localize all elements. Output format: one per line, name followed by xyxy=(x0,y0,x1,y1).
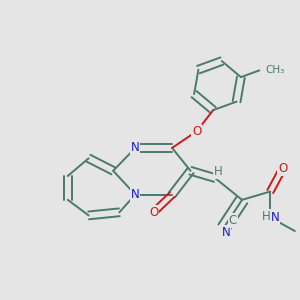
Text: O: O xyxy=(192,125,201,138)
Text: H: H xyxy=(214,165,222,178)
Text: CH₃: CH₃ xyxy=(266,65,285,75)
Text: O: O xyxy=(278,162,287,175)
Text: N: N xyxy=(270,211,279,224)
Text: H: H xyxy=(262,210,271,223)
Text: N: N xyxy=(222,226,230,239)
Text: N: N xyxy=(131,188,140,201)
Text: C: C xyxy=(229,214,237,227)
Text: N: N xyxy=(131,141,140,154)
Text: O: O xyxy=(149,206,158,219)
